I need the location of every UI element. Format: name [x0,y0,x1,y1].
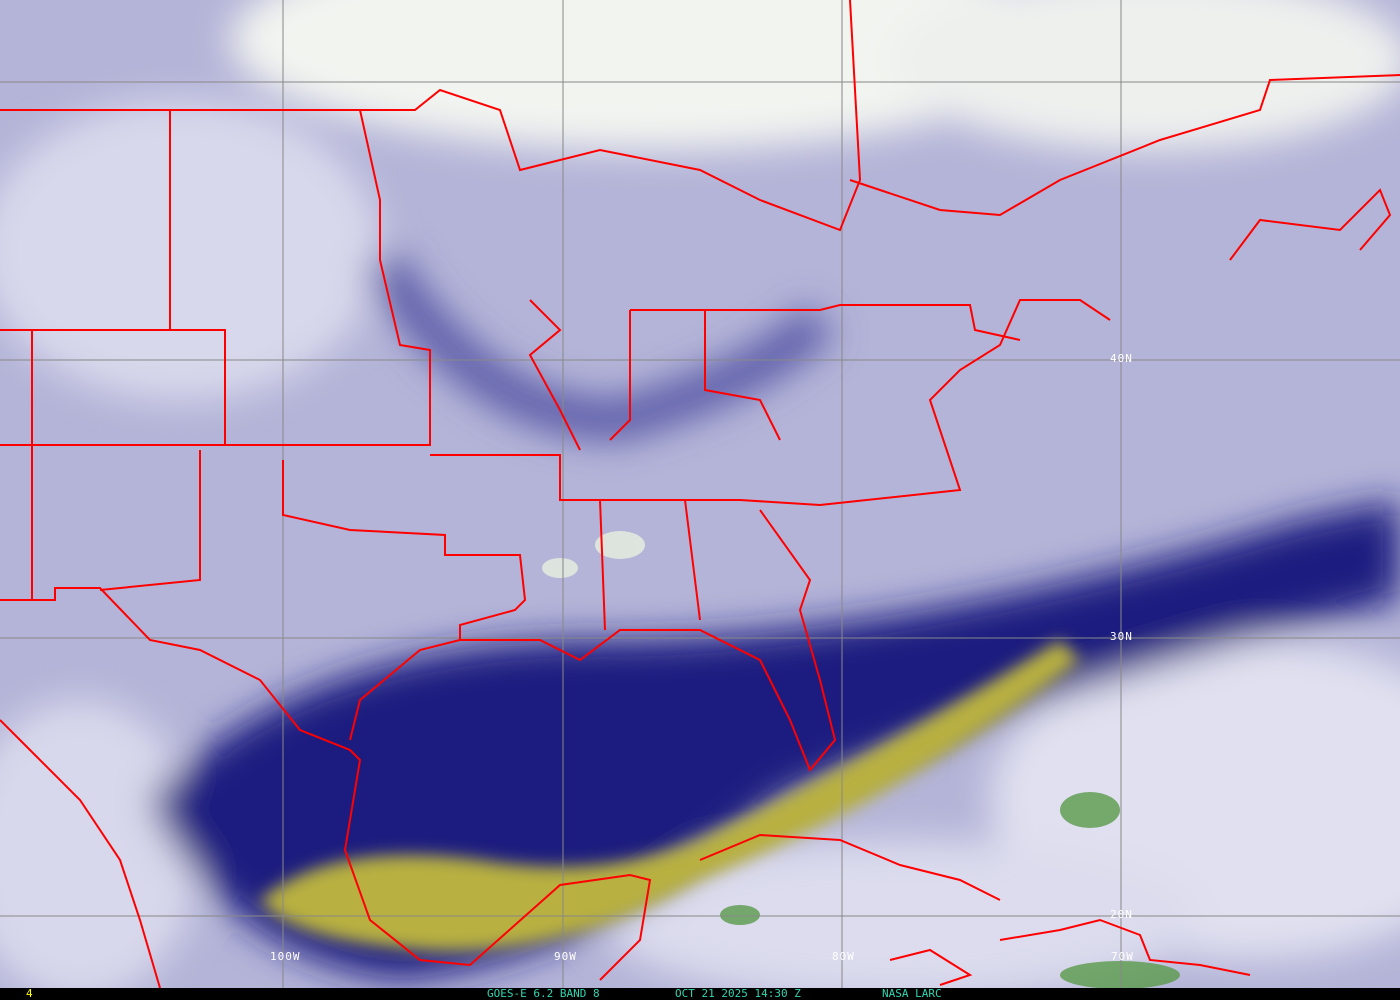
lon-label-90w: 90W [554,950,577,963]
lon-label-70w: 70W [1111,950,1134,963]
datetime-label: OCT 21 2025 14:30 Z [675,987,801,1000]
frame-number: 4 [26,987,33,1000]
lat-label-30n: 30N [1110,630,1133,643]
source-label: NASA LARC [882,987,942,1000]
lat-label-40n: 40N [1110,352,1133,365]
lat-label-20n: 20N [1110,908,1133,921]
dry-slot [260,640,1080,952]
lon-label-100w: 100W [270,950,301,963]
product-label: GOES-E 6.2 BAND 8 [487,987,600,1000]
status-bar: 4 GOES-E 6.2 BAND 8 OCT 21 2025 14:30 Z … [0,988,1400,1000]
lon-label-80w: 80W [832,950,855,963]
cloud-patches [542,531,1180,988]
